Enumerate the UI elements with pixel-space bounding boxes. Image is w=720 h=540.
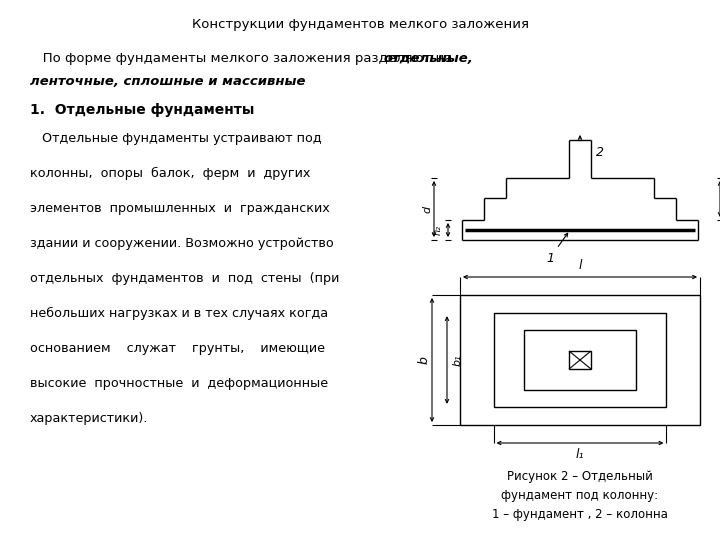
Text: .: . <box>290 75 294 88</box>
Text: высокие  прочностные  и  деформационные: высокие прочностные и деформационные <box>30 377 328 390</box>
Text: Рисунок 2 – Отдельный
фундамент под колонну:
1 – фундамент , 2 – колонна: Рисунок 2 – Отдельный фундамент под коло… <box>492 470 668 521</box>
Bar <box>524 329 636 390</box>
Text: отдельных  фундаментов  и  под  стены  (при: отдельных фундаментов и под стены (при <box>30 272 339 285</box>
Text: здании и сооружении. Возможно устройство: здании и сооружении. Возможно устройство <box>30 237 334 250</box>
Text: b₁: b₁ <box>453 354 463 366</box>
Text: 1.  Отдельные фундаменты: 1. Отдельные фундаменты <box>30 103 254 117</box>
Text: элементов  промышленных  и  гражданских: элементов промышленных и гражданских <box>30 202 330 215</box>
Text: колонны,  опоры  балок,  ферм  и  других: колонны, опоры балок, ферм и других <box>30 167 310 180</box>
Text: По форме фундаменты мелкого заложения разделяют на: По форме фундаменты мелкого заложения ра… <box>30 52 456 65</box>
Text: l: l <box>578 259 582 272</box>
Bar <box>460 295 700 425</box>
Text: Отдельные фундаменты устраивают под: Отдельные фундаменты устраивают под <box>30 132 322 145</box>
Text: b: b <box>418 356 431 364</box>
Text: d: d <box>422 205 432 213</box>
Text: отдельные,: отдельные, <box>384 52 474 65</box>
Text: основанием    служат    грунты,    имеющие: основанием служат грунты, имеющие <box>30 342 325 355</box>
Text: небольших нагрузках и в тех случаях когда: небольших нагрузках и в тех случаях когд… <box>30 307 328 320</box>
Bar <box>494 313 667 407</box>
Text: 1: 1 <box>546 233 567 265</box>
Text: характеристики).: характеристики). <box>30 412 148 425</box>
Text: ленточные, сплошные и массивные: ленточные, сплошные и массивные <box>30 75 305 88</box>
Text: l₁: l₁ <box>576 448 584 461</box>
Text: 2: 2 <box>596 145 604 159</box>
Bar <box>569 351 591 369</box>
Text: h₂: h₂ <box>433 225 443 235</box>
Text: Конструкции фундаментов мелкого заложения: Конструкции фундаментов мелкого заложени… <box>192 18 528 31</box>
